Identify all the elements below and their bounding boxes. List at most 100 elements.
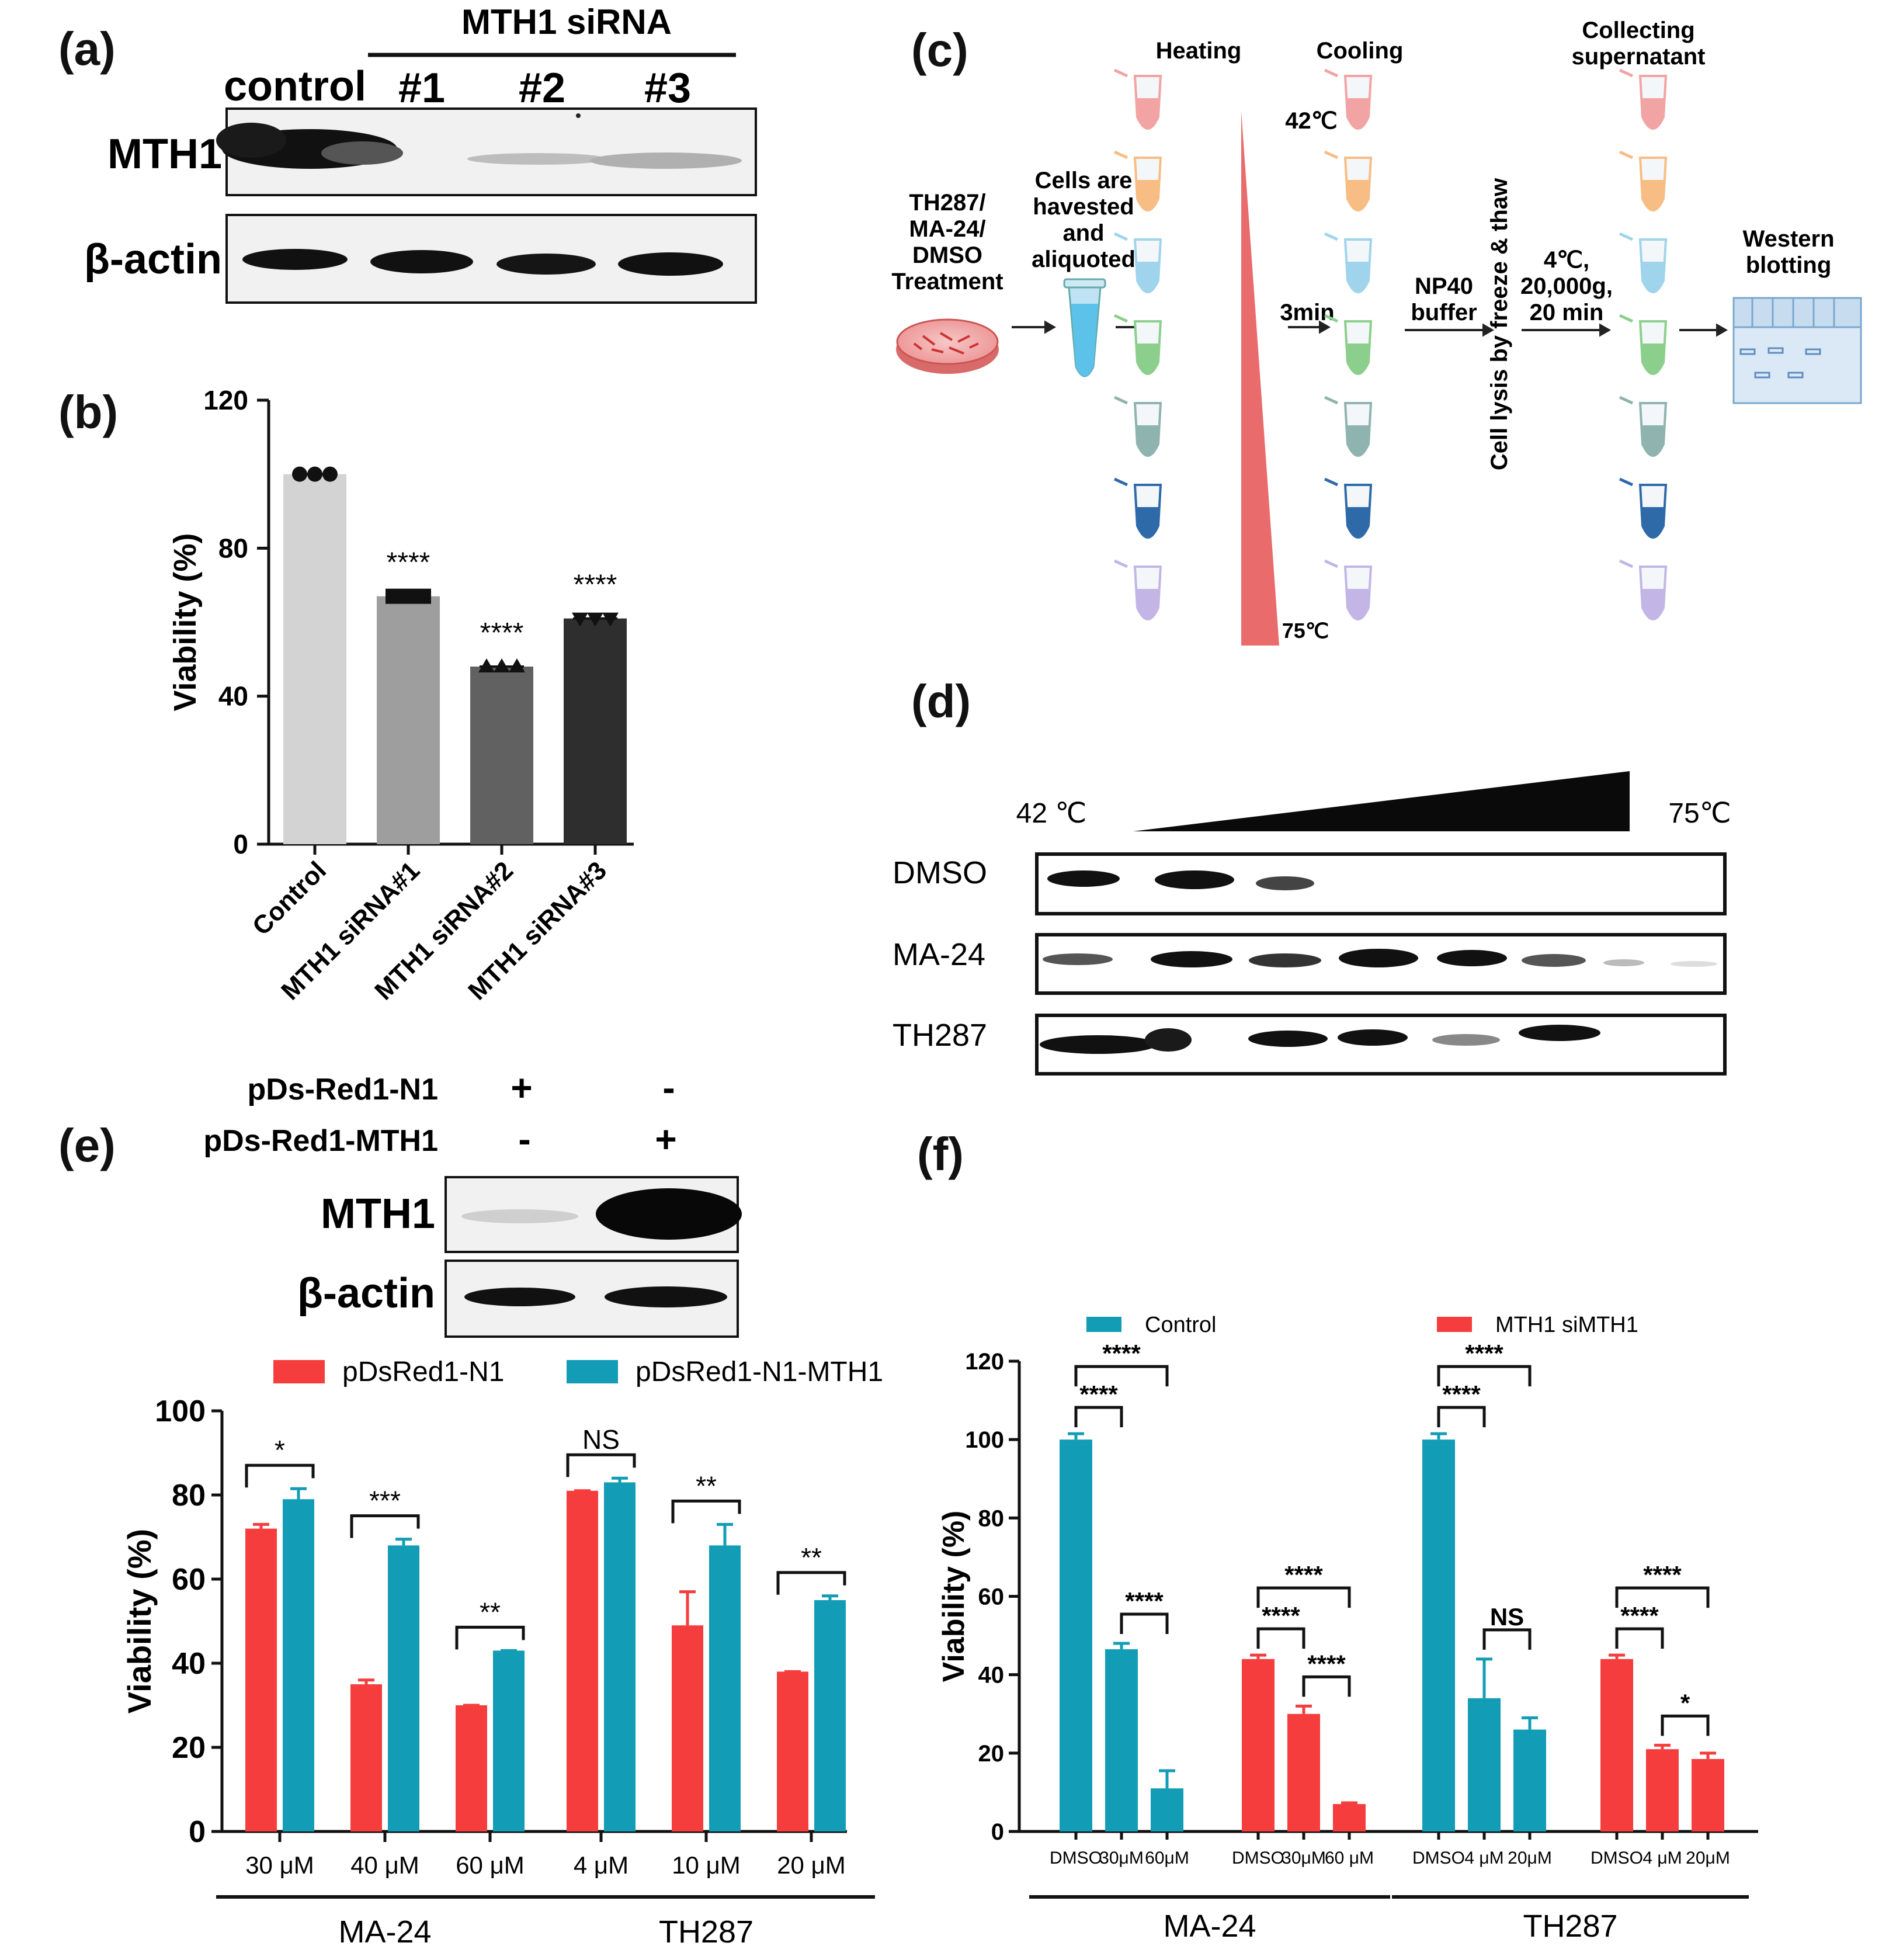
bar-4 [564, 618, 627, 844]
microtube-liquid-cool-5 [1347, 425, 1369, 455]
microtube-collect-5 [1619, 396, 1668, 457]
bar-1 [1060, 1439, 1092, 1831]
microtube-collect-4 [1619, 314, 1668, 375]
bar-9 [1513, 1729, 1546, 1831]
legend-swatch-2 [1437, 1317, 1472, 1332]
microtube-collect-3 [1619, 232, 1668, 293]
svg-text:Cells are: Cells are [1035, 168, 1133, 193]
x-tick-label: 40 μM [350, 1851, 419, 1879]
significance-bracket [455, 1625, 525, 1650]
microtube-cool-1 [1324, 68, 1373, 130]
microtube-heat-2 [1113, 150, 1162, 211]
y-tick-label: 40 [218, 681, 248, 712]
microtube-cool-5 [1324, 396, 1373, 457]
construct-label-n1: pDs-Red1-N1 [248, 1073, 439, 1106]
microtube-cap-cool-4 [1324, 314, 1339, 323]
blot-ma24 [1035, 933, 1727, 995]
bar-pDsRed1-N1-40 μM [350, 1684, 382, 1831]
temp-75: 75℃ [1282, 619, 1329, 643]
microtube-cap-heat-2 [1113, 150, 1128, 159]
significance-label: **** [1102, 1340, 1141, 1367]
significance-label: ** [480, 1597, 501, 1627]
bar-11 [1646, 1749, 1679, 1831]
bar-5 [1287, 1713, 1320, 1831]
significance-bracket [1074, 1365, 1169, 1387]
culture-dish-icon [896, 318, 999, 374]
bar-2 [377, 596, 440, 844]
y-tick-label: 60 [172, 1563, 206, 1597]
lane-label-3: #3 [644, 65, 691, 112]
microtube-cap-heat-4 [1113, 314, 1128, 323]
microtube-liquid-heat-6 [1137, 507, 1159, 537]
bar-pDsRed1-N1-20 μM [777, 1671, 808, 1831]
legend-swatch-2 [567, 1360, 618, 1383]
microtube-cool-7 [1324, 559, 1373, 620]
legend-swatch-1 [1086, 1317, 1121, 1332]
y-tick-label: 120 [965, 1349, 1004, 1375]
y-tick-label: 80 [218, 533, 248, 563]
microtube-cap-collect-3 [1619, 232, 1634, 241]
svg-text:4℃,: 4℃, [1544, 247, 1589, 273]
microtube-collect-2 [1619, 150, 1668, 211]
significance-label: **** [1620, 1602, 1659, 1629]
microtube-liquid-heat-1 [1137, 98, 1159, 128]
temp-42: 42℃ [1285, 108, 1337, 134]
bar-7 [1422, 1439, 1455, 1831]
bar-pDsRed1-N1-MTH1-60 μM [493, 1650, 525, 1831]
significance-bracket [1615, 1586, 1710, 1608]
x-tick-label: 60μM [1145, 1848, 1189, 1868]
bar-8 [1468, 1698, 1501, 1831]
tube-columns [1113, 68, 1668, 620]
microtube-cap-cool-1 [1324, 68, 1339, 78]
western-title-1: Western [1742, 226, 1834, 252]
microtube-cool-6 [1324, 477, 1373, 539]
y-tick-label: 40 [978, 1663, 1005, 1688]
svg-text:TH287/: TH287/ [909, 190, 985, 216]
significance-bracket [245, 1463, 315, 1488]
blot-dmso [1035, 852, 1727, 915]
significance-label: NS [1490, 1603, 1524, 1631]
significance-label: **** [1307, 1650, 1346, 1677]
legend-swatch-1 [273, 1360, 325, 1383]
group-label: MA-24 [338, 1914, 431, 1949]
lane-label-2: #2 [519, 65, 565, 112]
significance-bracket [776, 1571, 846, 1595]
x-tick-label: 30μM [1282, 1848, 1326, 1868]
significance-bracket [566, 1453, 636, 1477]
cooling-title: Cooling [1317, 38, 1404, 64]
bar-pDsRed1-N1-10 μM [672, 1625, 703, 1831]
legend-label-2: pDsRed1-N1-MTH1 [636, 1357, 883, 1387]
panel-c-label: (c) [911, 24, 968, 76]
x-tick-label: 20μM [1686, 1848, 1730, 1868]
significance-bracket [1615, 1627, 1664, 1649]
significance-label: **** [1465, 1340, 1503, 1367]
microtube-liquid-collect-2 [1642, 180, 1664, 210]
significance-label: * [275, 1435, 285, 1465]
start-text: TH287/ MA-24/ DMSO Treatment [891, 190, 1003, 294]
significance-label: NS [582, 1424, 620, 1455]
row-label-th287: TH287 [893, 1018, 987, 1053]
row-label-dmso: DMSO [893, 855, 987, 890]
western-title-2: blotting [1746, 252, 1832, 278]
significance-label: **** [574, 570, 617, 601]
microtube-cap-collect-7 [1619, 559, 1634, 568]
time-3min: 3min [1280, 300, 1334, 325]
significance-bracket [1661, 1714, 1710, 1736]
legend-label-2: MTH1 siMTH1 [1495, 1313, 1638, 1337]
x-tick-label: 10 μM [672, 1851, 741, 1879]
microtube-cap-collect-2 [1619, 150, 1634, 159]
bar-pDsRed1-N1-MTH1-30 μM [283, 1499, 314, 1831]
svg-text:Treatment: Treatment [891, 269, 1003, 294]
significance-label: ** [696, 1470, 717, 1501]
microtube-heat-4 [1113, 314, 1162, 375]
microtube-liquid-cool-3 [1347, 262, 1369, 292]
microtube-cap-collect-6 [1619, 477, 1634, 487]
microtube-cap-cool-3 [1324, 232, 1339, 241]
lysis-text: Cell lysis by freeze & thaw [1487, 178, 1512, 470]
microtube-heat-6 [1113, 477, 1162, 539]
significance-label: **** [1284, 1561, 1323, 1588]
blot-mth1 [216, 107, 757, 196]
x-tick-label: 20μM [1508, 1848, 1552, 1868]
y-tick-label: 100 [155, 1394, 206, 1428]
significance-label: ** [801, 1542, 822, 1573]
